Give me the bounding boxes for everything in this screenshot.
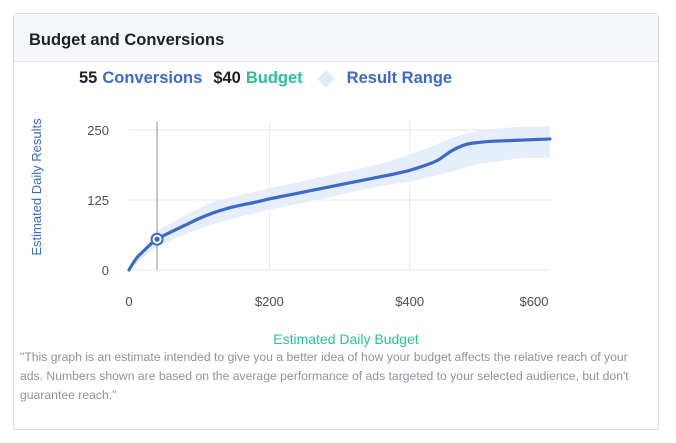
x-tick-label: $600 xyxy=(520,294,549,309)
y-tick-label: 250 xyxy=(87,123,109,138)
x-tick-label: $400 xyxy=(395,294,424,309)
y-tick-label: 125 xyxy=(87,193,109,208)
budget-conversions-card: Budget and Conversions xyxy=(13,13,659,430)
x-axis-label: Estimated Daily Budget xyxy=(273,331,419,347)
result-range-label: Result Range xyxy=(346,69,453,87)
y-tick-label: 0 xyxy=(102,263,109,278)
card-header: Budget and Conversions xyxy=(14,14,658,62)
chart-footnote: "This graph is an estimate intended to g… xyxy=(20,350,629,402)
conversions-label: Conversions xyxy=(102,69,203,87)
budget-label: Budget xyxy=(245,69,303,87)
conversions-line xyxy=(127,137,552,272)
conversions-value: 55 xyxy=(79,69,98,87)
x-tick-label: 0 xyxy=(125,294,132,309)
selected-point-dot xyxy=(154,236,160,242)
chart-legend: 55 Conversions $40 Budget Result Range xyxy=(79,69,452,88)
x-tick-label: $200 xyxy=(255,294,284,309)
result-range-band xyxy=(129,126,550,270)
y-axis-label: Estimated Daily Results xyxy=(29,118,44,256)
budget-value: $40 xyxy=(213,69,241,87)
card-title: Budget and Conversions xyxy=(29,31,225,49)
